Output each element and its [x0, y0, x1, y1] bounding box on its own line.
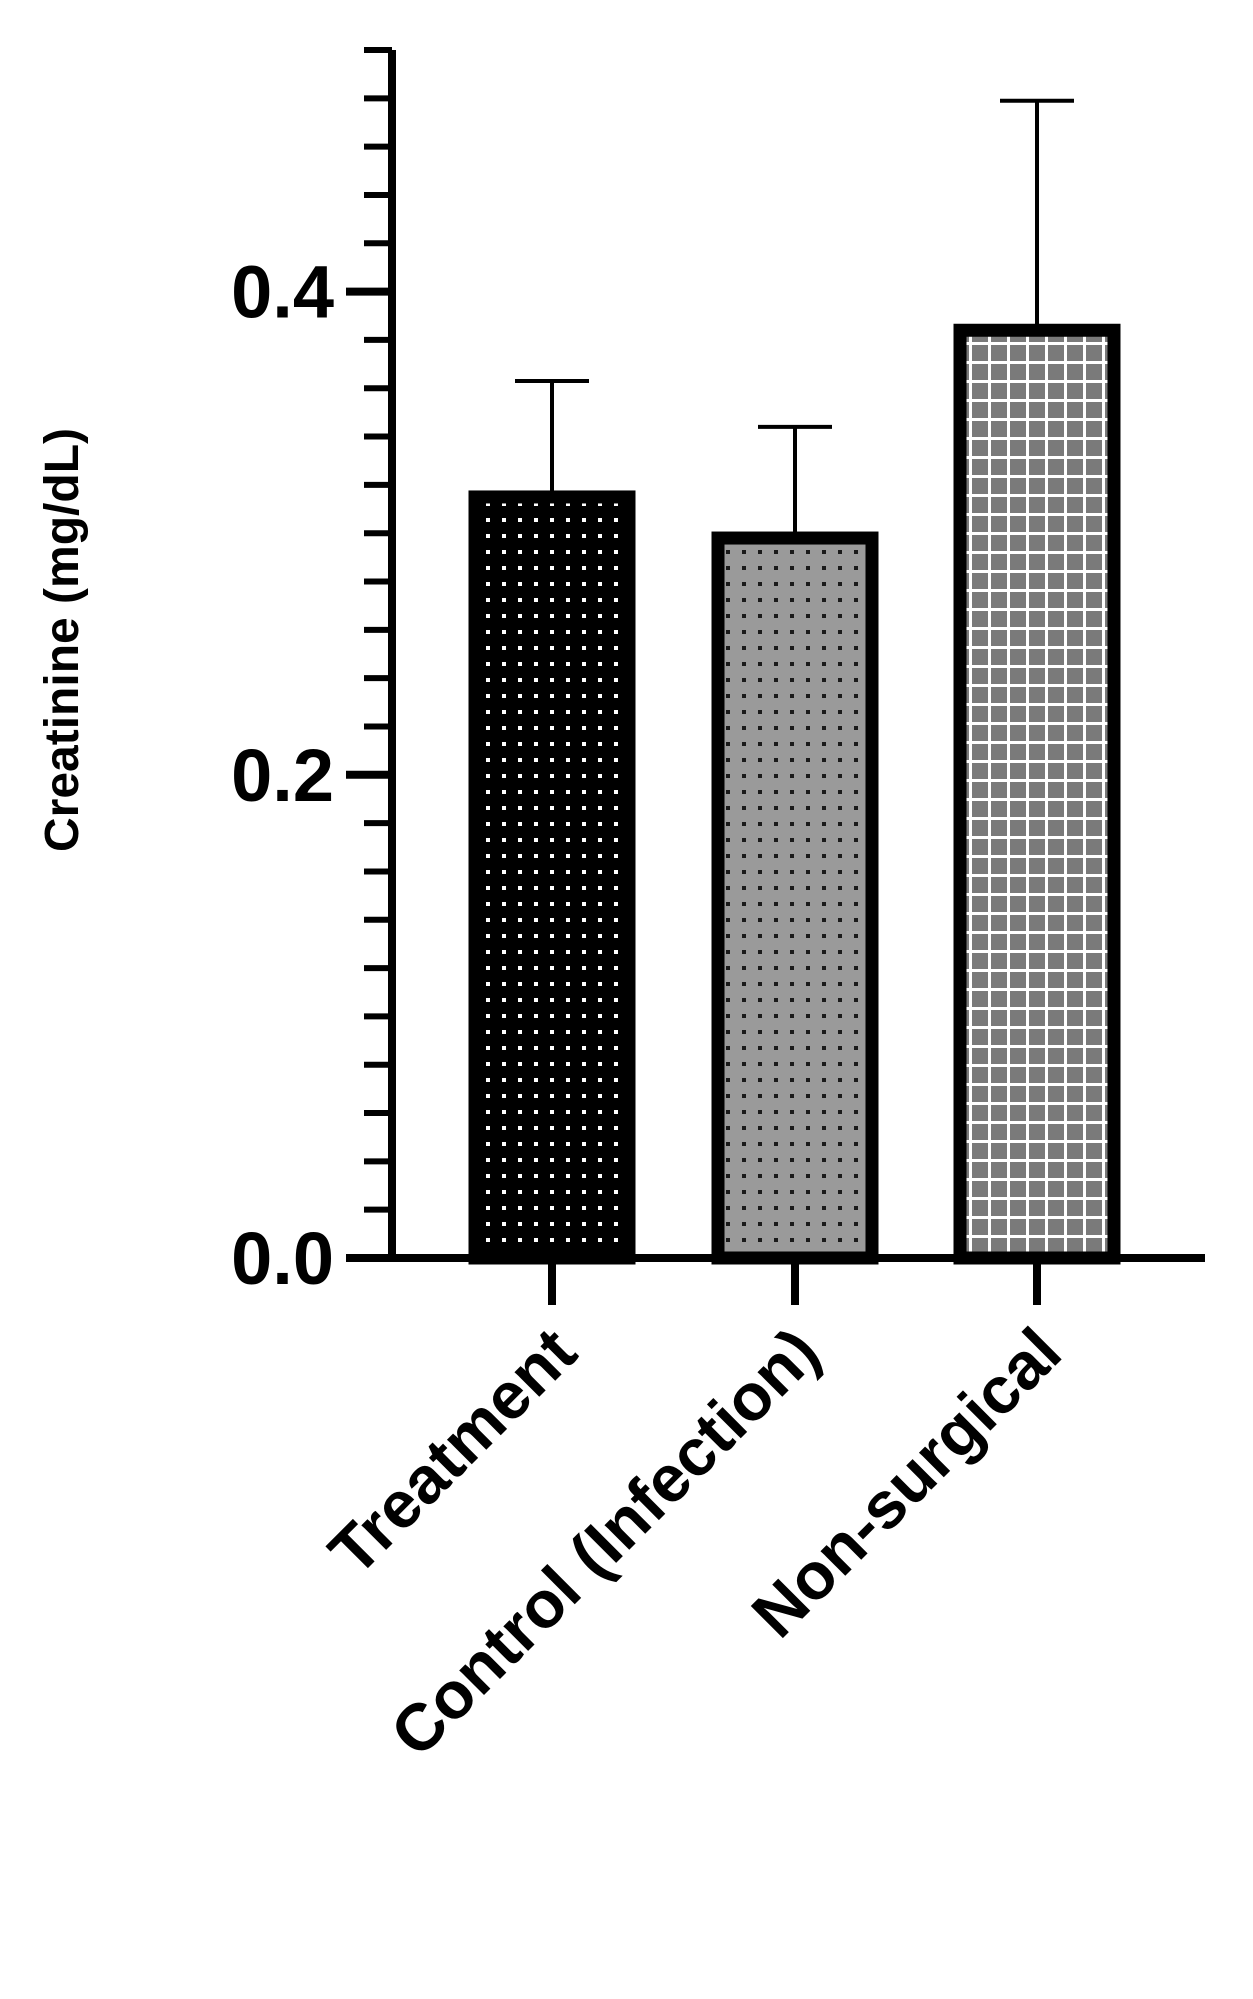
y-tick-label: 0.4	[231, 251, 334, 334]
y-tick-labels: 0.0 0.2 0.4	[231, 251, 334, 1300]
bar-control-infection	[711, 531, 879, 1265]
bars-group	[468, 323, 1121, 1265]
bar-non-surgical	[953, 323, 1121, 1265]
y-tick-label: 0.2	[231, 734, 334, 817]
bar-treatment	[468, 490, 636, 1265]
y-tick-label: 0.0	[231, 1217, 334, 1300]
y-axis	[346, 47, 396, 1262]
x-category-label: Control (Infection)	[376, 1314, 833, 1771]
y-axis-title: Creatinine (mg/dL)	[36, 428, 89, 852]
x-axis	[346, 1254, 1205, 1305]
error-bars-group	[515, 98, 1074, 533]
